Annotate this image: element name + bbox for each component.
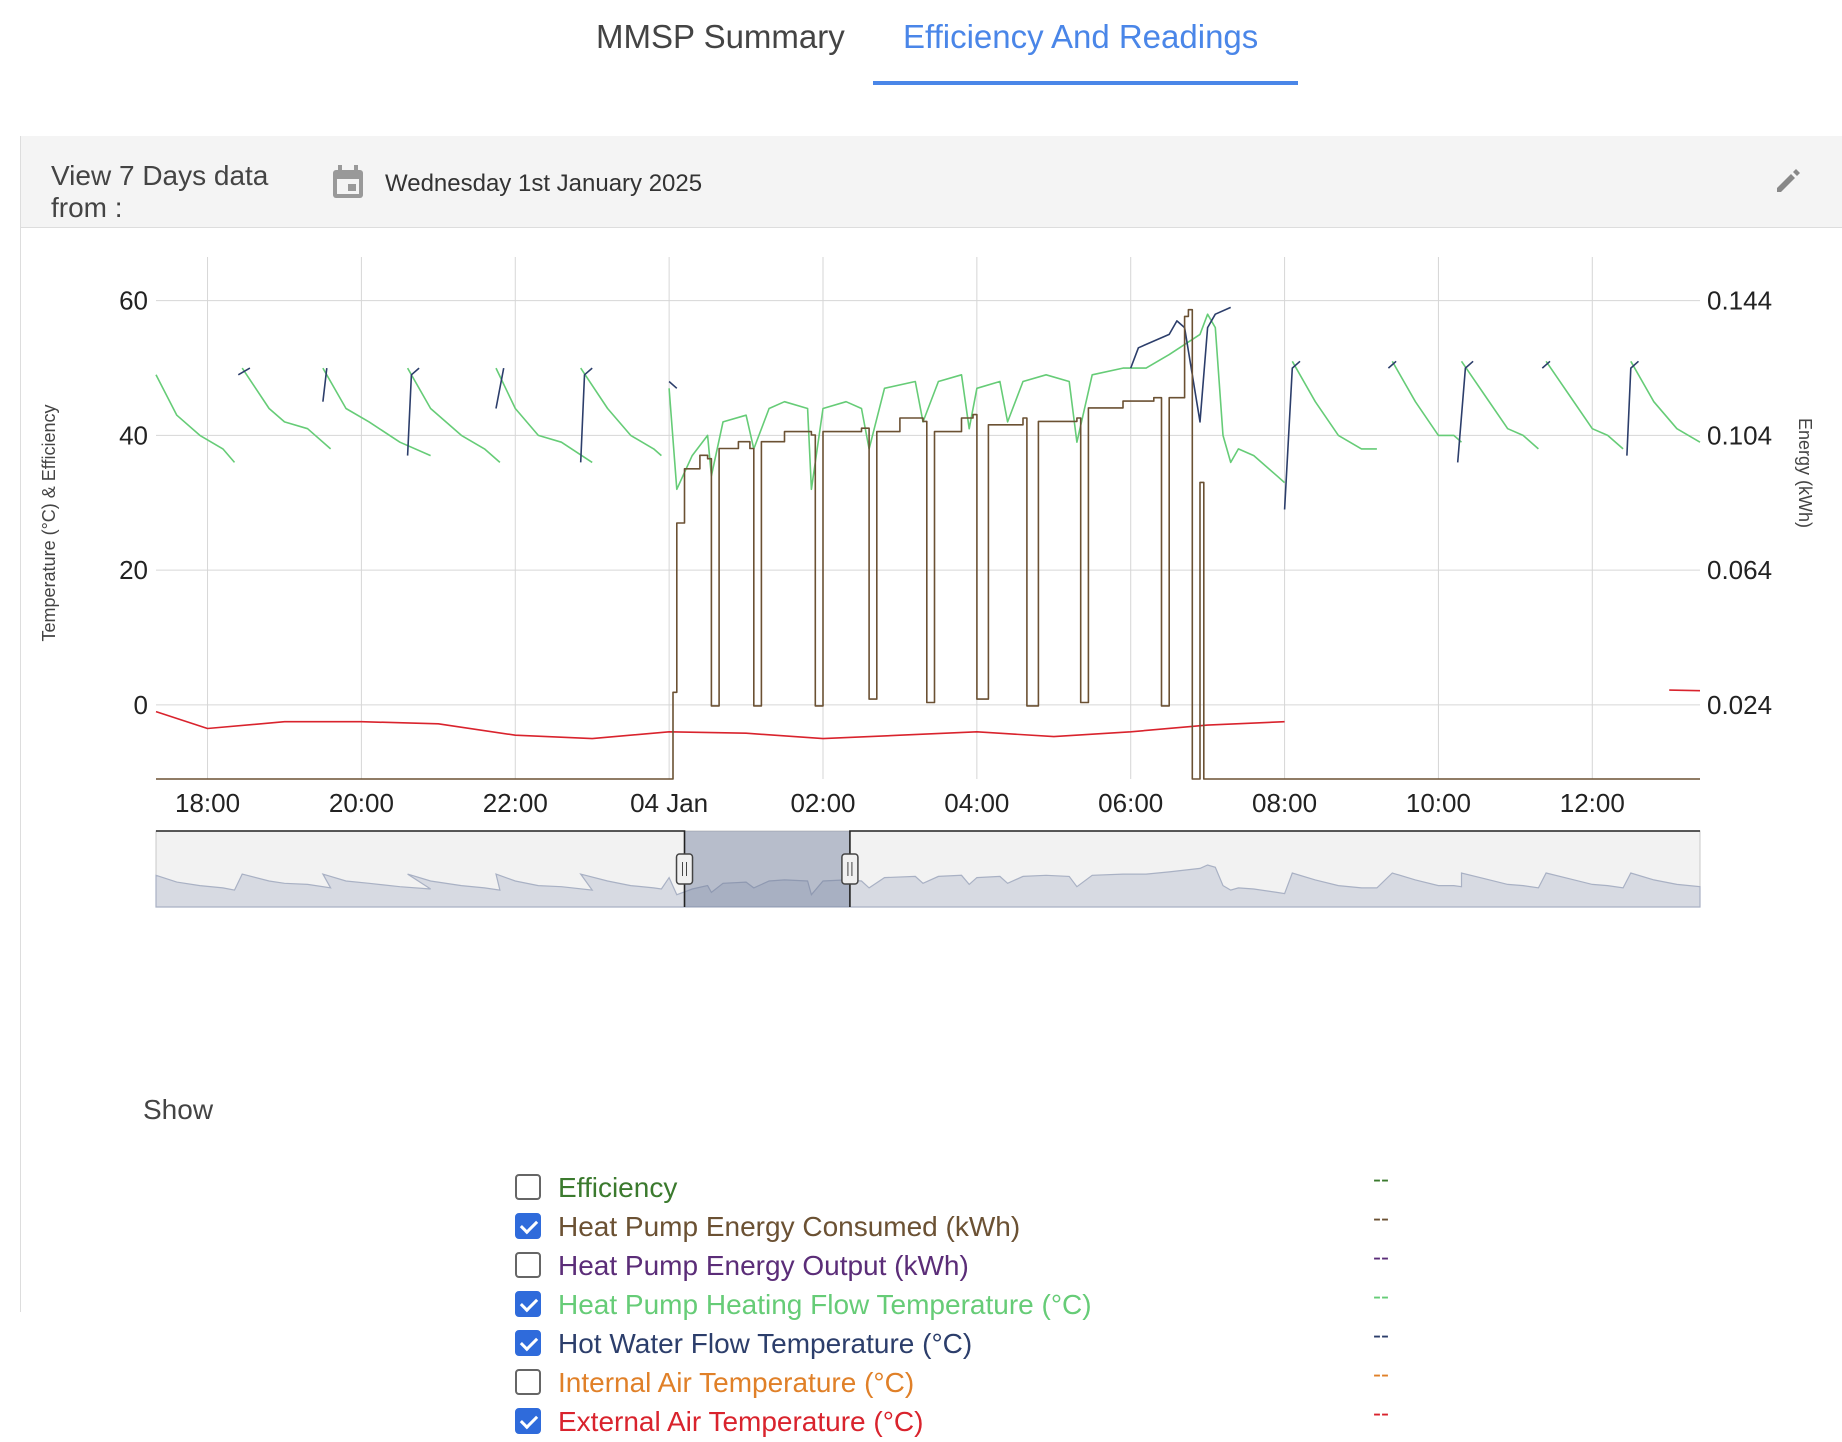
series-value: -- [1373,1322,1389,1349]
show-title: Show [143,1094,214,1125]
calendar-icon[interactable] [331,164,367,200]
y-left-tick-label: 20 [119,555,148,585]
readings-card: View 7 Days data from : Wednesday 1st Ja… [20,136,1842,1437]
series-checkbox[interactable] [515,1213,541,1239]
legend-row[interactable]: Heat Pump Energy Consumed (kWh) -- [515,1205,1415,1247]
view-label: View 7 Days data from : [51,160,269,223]
series-checkbox[interactable] [515,1174,541,1200]
series-line-heat-pump-heating-flow-temperature-c [155,313,1701,491]
x-tick-label: 10:00 [1406,788,1471,818]
start-date[interactable]: Wednesday 1st January 2025 [385,170,703,197]
y-right-tick-label: 0.144 [1707,286,1772,316]
navigator-right-handle[interactable] [841,853,859,885]
x-tick-label: 04:00 [944,788,1009,818]
series-checkbox[interactable] [515,1408,541,1434]
legend-row[interactable]: Efficiency -- [515,1166,1415,1208]
y-left-tick-label: 60 [119,286,148,316]
legend-row[interactable]: Hot Water Flow Temperature (°C) -- [515,1322,1415,1364]
series-value: -- [1373,1400,1389,1427]
series-line-heat-pump-energy-consumed-kwh [156,308,1700,780]
x-tick-label: 08:00 [1252,788,1317,818]
series-label[interactable]: External Air Temperature (°C) [558,1406,924,1437]
legend-row[interactable]: Heat Pump Energy Output (kWh) -- [515,1244,1415,1286]
legend-row[interactable]: Internal Air Temperature (°C) -- [515,1361,1415,1403]
navigator-selection [684,831,850,907]
x-tick-label: 20:00 [329,788,394,818]
y-right-tick-label: 0.024 [1707,690,1772,720]
series-checkbox[interactable] [515,1330,541,1356]
x-tick-label: 06:00 [1098,788,1163,818]
y-left-tick-label: 0 [134,690,148,720]
active-tab-indicator [873,81,1298,85]
x-tick-label: 22:00 [483,788,548,818]
series-label[interactable]: Heat Pump Energy Consumed (kWh) [558,1211,1021,1242]
x-tick-label: 04 Jan [630,788,708,818]
series-label[interactable]: Heat Pump Energy Output (kWh) [558,1250,969,1281]
series-value: -- [1373,1205,1389,1232]
tab-efficiency-and-readings[interactable]: Efficiency And Readings [903,18,1259,55]
navigator-left-handle[interactable] [675,853,694,885]
tab-mmsp-summary[interactable]: MMSP Summary [596,18,845,55]
series-label[interactable]: Hot Water Flow Temperature (°C) [558,1328,973,1359]
series-label[interactable]: Internal Air Temperature (°C) [558,1367,915,1398]
series-checkbox[interactable] [515,1291,541,1317]
series-checkbox[interactable] [515,1369,541,1395]
date-range-header: View 7 Days data from : Wednesday 1st Ja… [21,136,1842,228]
legend-row[interactable]: Heat Pump Heating Flow Temperature (°C) -… [515,1283,1415,1325]
series-line-hot-water-flow-temperature-c [237,306,1640,510]
tab-bar: MMSP Summary Efficiency And Readings [0,0,1842,90]
series-checkbox[interactable] [515,1252,541,1278]
series-line-external-air-temperature-c [155,689,1701,740]
series-label[interactable]: Efficiency [558,1172,678,1203]
x-tick-label: 12:00 [1560,788,1625,818]
y-axis-right-label: Energy (kWh) [1795,418,1815,528]
series-value: -- [1373,1361,1389,1388]
series-value: -- [1373,1244,1389,1271]
readings-chart: 18:00 20:00 22:00 04 Jan 02:00 04:00 06:00 08:0… [39,257,1815,908]
series-value: -- [1373,1283,1389,1310]
navigator-series [155,864,1701,908]
legend-row[interactable]: External Air Temperature (°C) -- [515,1400,1415,1442]
y-right-tick-label: 0.064 [1707,555,1772,585]
x-tick-label: 02:00 [790,788,855,818]
series-label[interactable]: Heat Pump Heating Flow Temperature (°C) [558,1289,1092,1320]
x-tick-label: 18:00 [175,788,240,818]
y-axis-left-label: Temperature (°C) & Efficiency [39,405,59,642]
series-value: -- [1373,1166,1389,1193]
pencil-edit-icon[interactable] [1773,164,1805,196]
y-left-tick-label: 40 [119,420,148,450]
y-right-tick-label: 0.104 [1707,420,1772,450]
